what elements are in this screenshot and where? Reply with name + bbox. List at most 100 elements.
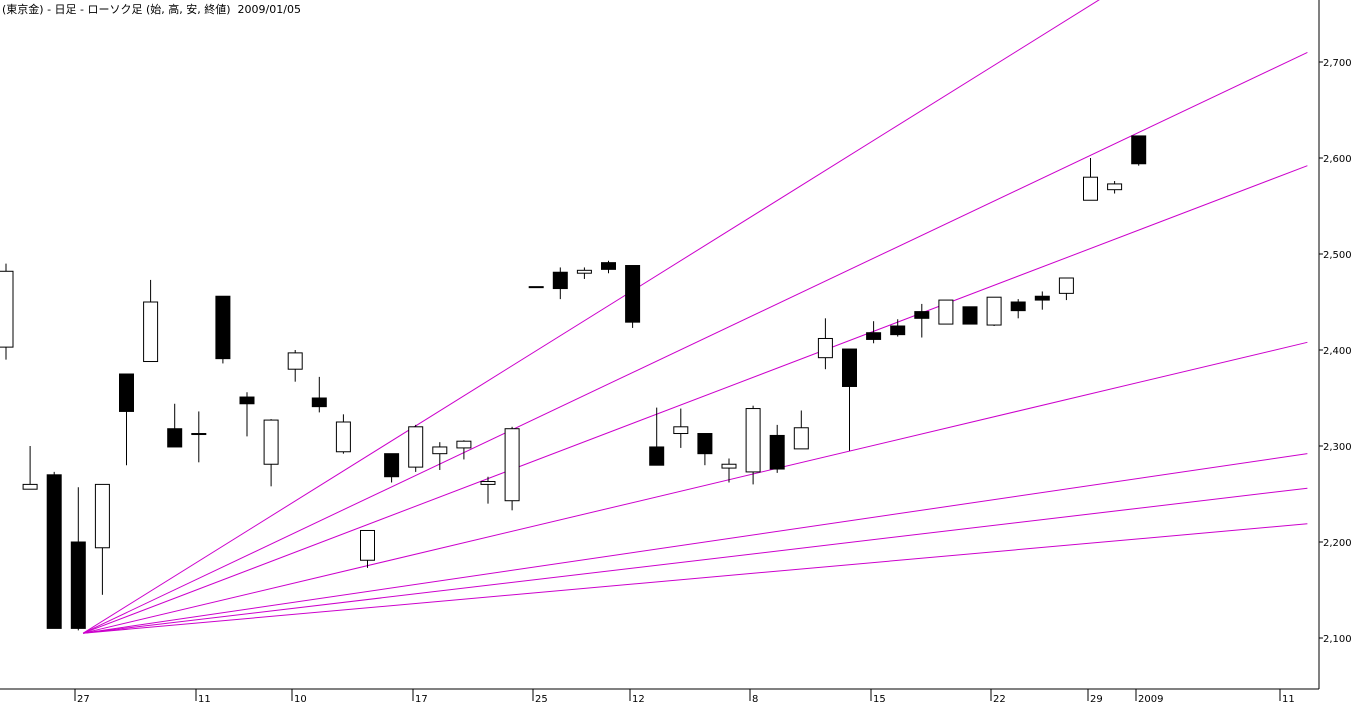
candle-body-bull	[287, 352, 303, 370]
chart-title: (東京金) - 日足 - ローソク足 (始, 高, 安, 終値) 2009/01…	[2, 3, 301, 16]
candle	[46, 471, 62, 629]
candle	[721, 458, 737, 483]
y-tick-label: 2,700	[1323, 58, 1352, 69]
candle	[528, 286, 544, 289]
fan-line-6	[83, 487, 1308, 634]
candle	[1107, 181, 1123, 194]
candle	[986, 296, 1002, 326]
x-tick-label: 25	[535, 694, 548, 705]
candle-body-bull	[456, 440, 472, 449]
y-tick-label: 2,300	[1323, 442, 1352, 453]
candle	[287, 350, 303, 382]
candle	[263, 419, 279, 487]
candle	[239, 392, 255, 437]
candle-body-bear	[1010, 301, 1026, 312]
candle	[384, 453, 400, 483]
candle-body-bull	[528, 286, 544, 289]
candle-body-bear	[1131, 135, 1147, 165]
x-tick-label: 2009	[1138, 694, 1163, 705]
candle	[938, 299, 954, 325]
candle	[480, 476, 496, 504]
candle-body-bull	[360, 529, 375, 561]
fan-line-5	[83, 453, 1308, 634]
candle	[625, 265, 641, 328]
candle	[842, 348, 857, 451]
candle-body-bear	[962, 306, 978, 325]
x-tick-label: 10	[294, 694, 307, 705]
x-tick-label: 15	[873, 694, 886, 705]
candle-body-bear	[601, 262, 616, 270]
candle	[22, 446, 38, 490]
candle	[432, 442, 448, 470]
candle	[866, 321, 882, 344]
candle-body-bear	[384, 453, 400, 478]
fan-line-2	[82, 51, 1308, 634]
candles	[0, 135, 1147, 631]
candle	[745, 405, 761, 485]
fan-line-1	[82, 0, 1100, 634]
candle-body-bear	[890, 325, 906, 336]
candle-body-bear	[842, 348, 857, 387]
candle-body-bull	[94, 483, 110, 549]
candle-body-bear	[311, 397, 327, 408]
candle-body-bull	[1058, 277, 1074, 294]
candle	[1010, 299, 1026, 319]
candle	[119, 373, 134, 466]
candle	[576, 267, 592, 279]
candle	[191, 411, 207, 463]
candle	[552, 267, 568, 300]
y-tick-label: 2,600	[1323, 154, 1352, 165]
y-tick-label: 2,100	[1323, 634, 1352, 645]
candle-body-bull	[938, 299, 954, 325]
candle	[94, 483, 110, 595]
fan-line-7	[83, 523, 1308, 634]
candle-body-bull	[504, 428, 520, 502]
candle-body-bull	[576, 269, 592, 274]
candle-body-bull	[263, 419, 279, 465]
candle	[311, 376, 327, 413]
candle	[1083, 158, 1098, 201]
candle-body-bear	[215, 295, 231, 360]
candle-body-bear	[119, 373, 134, 412]
candle	[697, 433, 713, 466]
candle-body-bear	[70, 541, 86, 629]
x-tick-label: 8	[752, 694, 758, 705]
candle	[408, 424, 424, 472]
candle	[70, 487, 86, 631]
x-tick-label: 17	[415, 694, 428, 705]
candle-body-bull	[335, 421, 351, 453]
candle	[143, 279, 159, 363]
candle	[649, 407, 665, 466]
candle-body-bull	[817, 337, 833, 359]
candle-body-bear	[866, 332, 882, 340]
candle	[769, 424, 785, 473]
candle	[456, 440, 472, 460]
y-tick-label: 2,500	[1323, 250, 1352, 261]
candle-body-bear	[697, 433, 713, 455]
candle	[1058, 277, 1074, 301]
candle-body-bull	[1083, 176, 1098, 201]
candle-body-bull	[432, 446, 448, 455]
candle-body-bear	[649, 446, 665, 466]
x-tick-label: 27	[77, 694, 90, 705]
candle-body-bull	[721, 463, 737, 469]
candle	[962, 306, 978, 325]
fan-line-4	[83, 341, 1308, 634]
candle	[167, 403, 183, 448]
x-tick-label: 11	[198, 694, 211, 705]
candle-body-bear	[914, 311, 930, 319]
candle	[914, 303, 930, 338]
x-tick-label: 29	[1090, 694, 1103, 705]
x-tick-label: 22	[993, 694, 1006, 705]
candle-body-bear	[552, 271, 568, 290]
candle-body-bull	[143, 301, 159, 363]
candle	[890, 319, 906, 337]
candle-body-bull	[480, 481, 496, 485]
y-tick-label: 2,200	[1323, 538, 1352, 549]
candle-body-bull	[793, 427, 809, 450]
candle-body-bear	[167, 428, 183, 448]
candle	[817, 318, 833, 370]
candle	[504, 426, 520, 511]
